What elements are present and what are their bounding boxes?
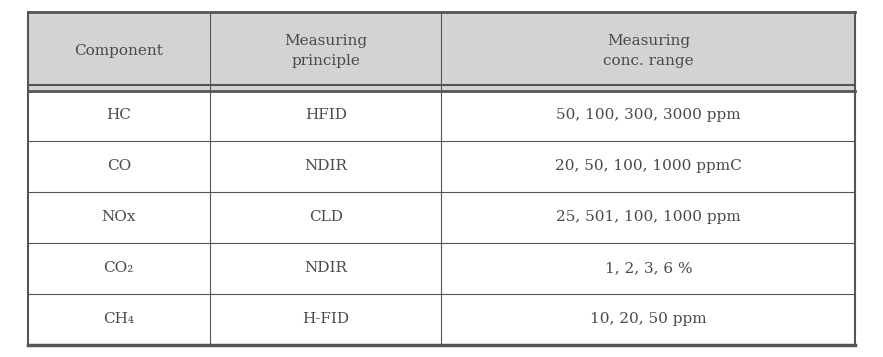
Text: Measuring
principle: Measuring principle [284,34,367,68]
FancyBboxPatch shape [27,12,856,90]
Text: 1, 2, 3, 6 %: 1, 2, 3, 6 % [605,261,692,276]
FancyBboxPatch shape [27,243,856,294]
Text: 25, 501, 100, 1000 ppm: 25, 501, 100, 1000 ppm [556,211,741,225]
Text: 50, 100, 300, 3000 ppm: 50, 100, 300, 3000 ppm [556,109,741,122]
Text: 20, 50, 100, 1000 ppmC: 20, 50, 100, 1000 ppmC [555,160,742,174]
Text: Component: Component [74,44,163,58]
FancyBboxPatch shape [27,90,856,141]
Text: CLD: CLD [309,211,343,225]
Text: 10, 20, 50 ppm: 10, 20, 50 ppm [590,312,706,327]
FancyBboxPatch shape [27,192,856,243]
Text: NOx: NOx [102,211,136,225]
Text: CO: CO [107,160,131,174]
Text: HC: HC [106,109,132,122]
Text: Measuring
conc. range: Measuring conc. range [603,34,694,68]
Text: NDIR: NDIR [304,261,347,276]
Text: CH₄: CH₄ [103,312,134,327]
Text: H-FID: H-FID [302,312,349,327]
Text: NDIR: NDIR [304,160,347,174]
Text: HFID: HFID [305,109,347,122]
FancyBboxPatch shape [27,294,856,345]
FancyBboxPatch shape [27,141,856,192]
Text: CO₂: CO₂ [103,261,134,276]
